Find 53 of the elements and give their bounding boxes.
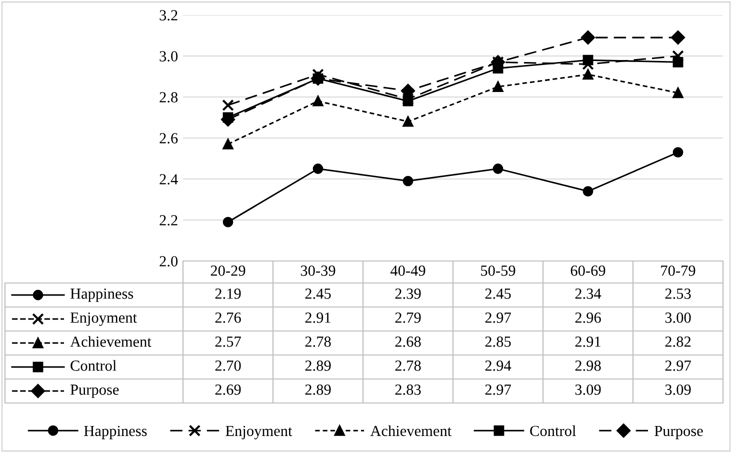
- x-tick-label: 60-69: [570, 266, 606, 276]
- data-label: 2.78: [305, 336, 331, 347]
- y-tick-label: 2.6: [160, 133, 178, 144]
- x-tick-label: 30-39: [300, 266, 336, 276]
- x-tick-label: 20-29: [210, 266, 246, 276]
- y-tick-label: 2.4: [160, 174, 178, 185]
- data-label: 2.83: [395, 384, 421, 395]
- x-tick-label: 40-49: [390, 266, 426, 276]
- y-tick-label: 2.2: [160, 215, 178, 226]
- data-label: 3.09: [575, 384, 601, 395]
- data-label: 2.89: [305, 384, 331, 395]
- text: Purpose: [654, 426, 703, 440]
- y-tick-label: 2.8: [160, 92, 178, 103]
- legend-label: Purpose: [70, 384, 119, 398]
- data-label: 2.19: [215, 288, 241, 299]
- x-tick-label: 50-59: [481, 266, 516, 276]
- legend-label: Control: [70, 360, 116, 371]
- data-label: 2.76: [215, 312, 241, 323]
- data-label: 2.53: [665, 288, 691, 299]
- data-label: 2.45: [305, 288, 331, 299]
- data-label: 2.96: [575, 312, 601, 323]
- data-label: 3.09: [665, 384, 691, 395]
- data-label: 2.79: [395, 312, 421, 323]
- data-label: 2.57: [215, 336, 241, 347]
- legend-label: Happiness: [70, 288, 134, 302]
- data-label: 3.00: [665, 312, 691, 323]
- data-label: 2.69: [215, 384, 241, 395]
- data-label: 2.91: [305, 312, 330, 323]
- text: Achievement: [370, 425, 452, 436]
- data-label: 2.89: [305, 360, 331, 371]
- data-label: 2.97: [665, 360, 691, 371]
- y-tick-label: 2.0: [160, 256, 178, 267]
- data-label: 2.70: [215, 360, 241, 371]
- legend-label: Enjoyment: [70, 312, 137, 326]
- text: Enjoyment: [226, 426, 292, 440]
- y-tick-label: 3.0: [160, 51, 178, 62]
- data-label: 2.45: [485, 288, 511, 299]
- legend-label: Achievement: [70, 336, 152, 347]
- data-label: 2.91: [575, 336, 600, 347]
- data-label: 2.82: [665, 336, 691, 347]
- data-label: 2.94: [485, 360, 512, 371]
- data-label: 2.97: [485, 384, 511, 395]
- data-label: 2.85: [485, 336, 511, 347]
- data-label: 2.78: [395, 360, 421, 371]
- text: Control: [530, 425, 576, 436]
- data-label: 2.97: [485, 312, 511, 323]
- data-label: 2.39: [395, 288, 421, 299]
- x-tick-label: 70-79: [661, 266, 696, 276]
- y-tick-label: 3.2: [160, 10, 178, 21]
- data-label: 2.68: [395, 336, 421, 347]
- data-label: 2.34: [575, 288, 602, 299]
- data-label: 2.98: [575, 360, 601, 371]
- text: Happiness: [84, 426, 147, 440]
